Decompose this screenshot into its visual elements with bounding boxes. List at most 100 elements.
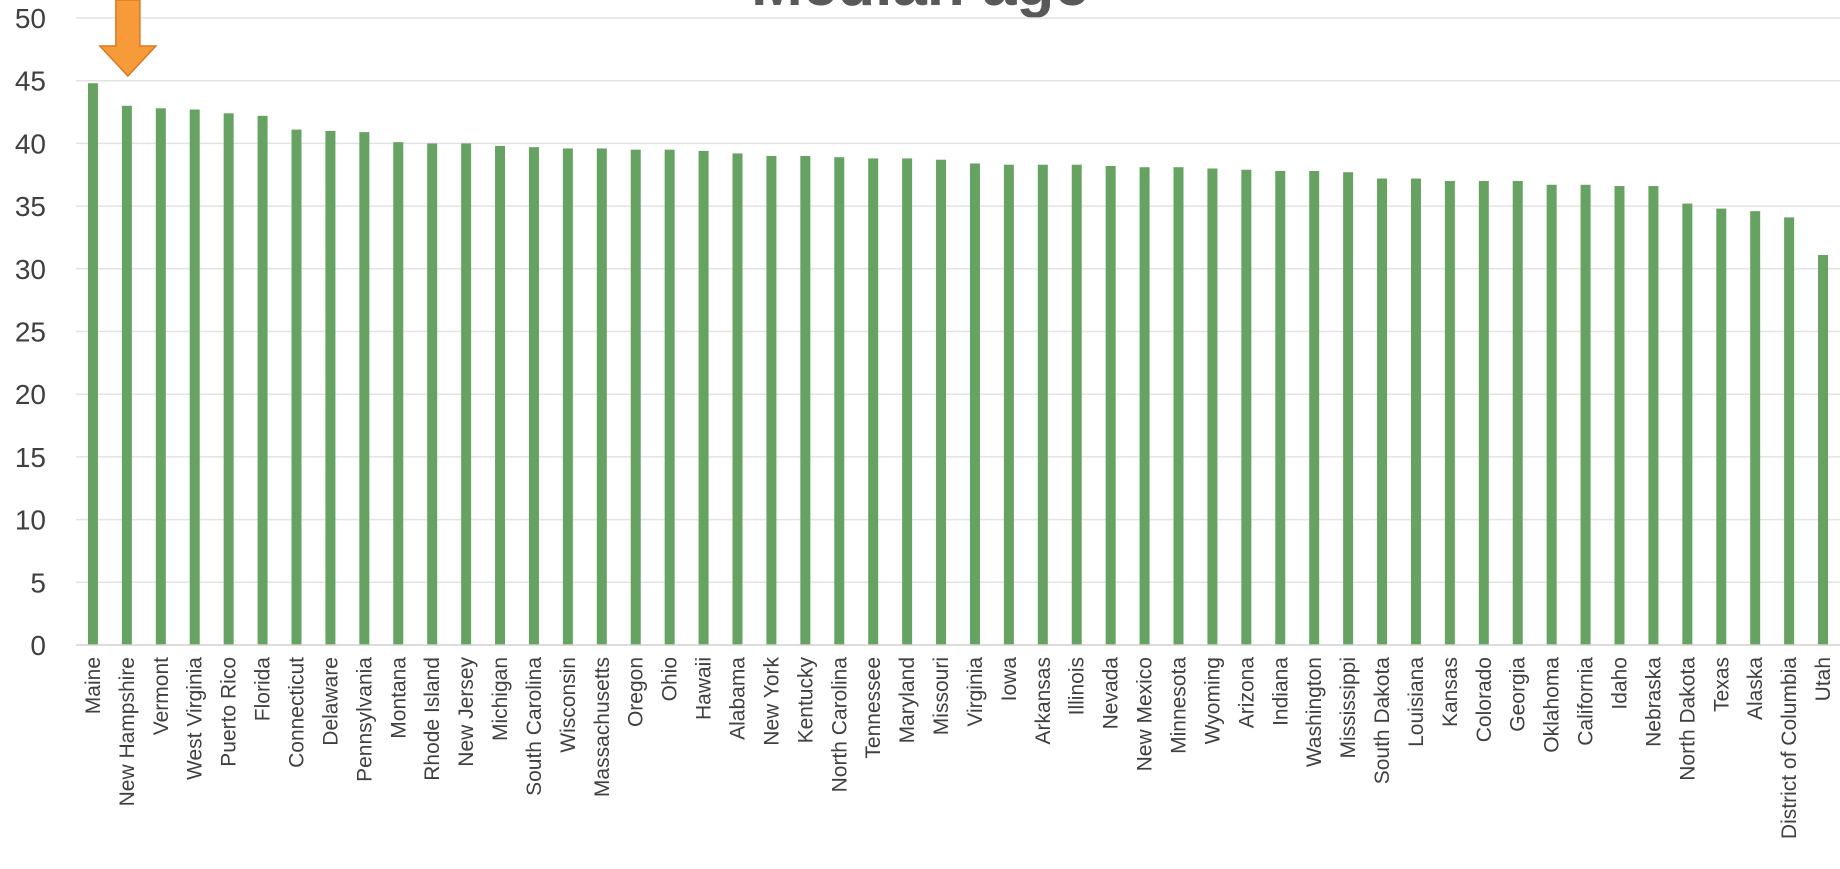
x-tick-label: Utah xyxy=(1812,657,1835,701)
x-tick-label: Texas xyxy=(1710,657,1733,712)
bar xyxy=(1003,164,1014,645)
bar xyxy=(732,153,743,645)
bar xyxy=(800,155,811,645)
y-tick-label: 40 xyxy=(15,128,46,159)
bar xyxy=(1478,181,1489,645)
x-tick-label: Arkansas xyxy=(1032,657,1055,745)
x-tick-label: New Mexico xyxy=(1134,657,1157,771)
bars xyxy=(87,83,1829,646)
x-tick-label: Pennsylvania xyxy=(353,657,376,782)
bar xyxy=(1410,178,1421,645)
bar xyxy=(630,149,641,646)
x-tick-label: New Jersey xyxy=(455,657,478,767)
bar xyxy=(698,150,709,645)
bar xyxy=(1784,217,1795,646)
x-tick-label: Mississippi xyxy=(1337,657,1360,759)
y-tick-label: 5 xyxy=(30,567,46,598)
x-tick-label: South Carolina xyxy=(523,657,546,796)
x-tick-label: District of Columbia xyxy=(1778,657,1801,839)
x-tick-label: Louisiana xyxy=(1405,657,1428,747)
down-arrow-icon xyxy=(98,0,158,78)
bar xyxy=(461,143,472,645)
bar xyxy=(189,109,200,646)
x-tick-label: Oklahoma xyxy=(1541,657,1564,753)
x-tick-label: Minnesota xyxy=(1168,657,1191,754)
bar xyxy=(1580,184,1591,646)
bar xyxy=(87,83,98,645)
x-tick-label: Wyoming xyxy=(1201,657,1224,744)
x-tick-label: Hawaii xyxy=(693,657,716,720)
x-axis-labels: Maine New Hampshire Vermont West Virginia Pu… xyxy=(82,657,1835,840)
x-tick-label: Illinois xyxy=(1066,657,1089,715)
bar xyxy=(325,130,336,646)
y-tick-label: 50 xyxy=(15,3,46,34)
bar xyxy=(596,148,607,645)
x-tick-label: Vermont xyxy=(150,657,173,735)
x-tick-label: Delaware xyxy=(319,657,342,746)
x-tick-label: Rhode Island xyxy=(421,657,444,781)
bar xyxy=(1037,164,1048,645)
bar xyxy=(664,149,675,646)
x-tick-label: Wisconsin xyxy=(557,657,580,753)
bar xyxy=(427,143,438,645)
x-tick-label: North Dakota xyxy=(1676,657,1699,781)
x-tick-label: New Hampshire xyxy=(116,657,139,806)
x-tick-label: Washington xyxy=(1303,657,1326,767)
x-tick-label: New York xyxy=(760,657,783,746)
x-tick-label: Alaska xyxy=(1744,657,1767,720)
highlight-arrow-icon xyxy=(98,0,158,78)
bar xyxy=(766,155,777,645)
x-tick-label: Idaho xyxy=(1609,657,1632,710)
bar xyxy=(495,145,506,645)
y-tick-label: 10 xyxy=(15,505,46,536)
bar xyxy=(1377,178,1388,645)
bar xyxy=(359,132,370,645)
gridlines xyxy=(76,17,1840,584)
x-tick-label: Missouri xyxy=(930,657,953,735)
bar xyxy=(155,108,166,645)
bar xyxy=(562,148,573,645)
x-tick-label: Tennessee xyxy=(862,657,885,759)
x-tick-label: Maine xyxy=(82,657,105,714)
bar xyxy=(1207,168,1218,646)
x-tick-label: Indiana xyxy=(1269,657,1292,726)
bar xyxy=(1343,172,1354,645)
bar xyxy=(1648,186,1659,645)
bar xyxy=(528,147,539,646)
x-tick-label: Massachusetts xyxy=(591,657,614,797)
bar xyxy=(393,142,404,645)
y-tick-label: 20 xyxy=(15,379,46,410)
bar xyxy=(902,158,913,645)
bar xyxy=(936,159,947,645)
y-tick-label: 45 xyxy=(15,66,46,97)
bar xyxy=(257,115,268,645)
x-tick-label: Nevada xyxy=(1100,657,1123,730)
bar xyxy=(1682,203,1693,646)
bar xyxy=(223,113,234,645)
x-tick-label: Michigan xyxy=(489,657,512,741)
bar xyxy=(1512,181,1523,645)
bar xyxy=(1614,186,1625,645)
bar xyxy=(121,105,132,645)
bar xyxy=(1750,211,1761,645)
x-tick-label: Arizona xyxy=(1235,657,1258,729)
chart-title: Median age xyxy=(0,0,1840,16)
bar xyxy=(1275,170,1286,645)
x-tick-label: Kansas xyxy=(1439,657,1462,727)
x-tick-label: Kentucky xyxy=(794,657,817,744)
bar xyxy=(1818,255,1829,646)
x-tick-label: Georgia xyxy=(1507,657,1530,732)
x-tick-label: Iowa xyxy=(998,657,1021,702)
x-tick-label: Florida xyxy=(252,657,275,722)
bar xyxy=(1309,170,1320,645)
bar xyxy=(969,163,980,646)
bar xyxy=(1716,208,1727,645)
bar xyxy=(1071,164,1082,645)
x-tick-label: Maryland xyxy=(896,657,919,743)
bar xyxy=(1105,165,1116,646)
bar xyxy=(868,158,879,645)
bar xyxy=(1173,167,1184,645)
bar xyxy=(1139,167,1150,645)
y-axis-ticks: 0 5 10 15 20 25 30 35 40 45 50 xyxy=(15,3,46,661)
